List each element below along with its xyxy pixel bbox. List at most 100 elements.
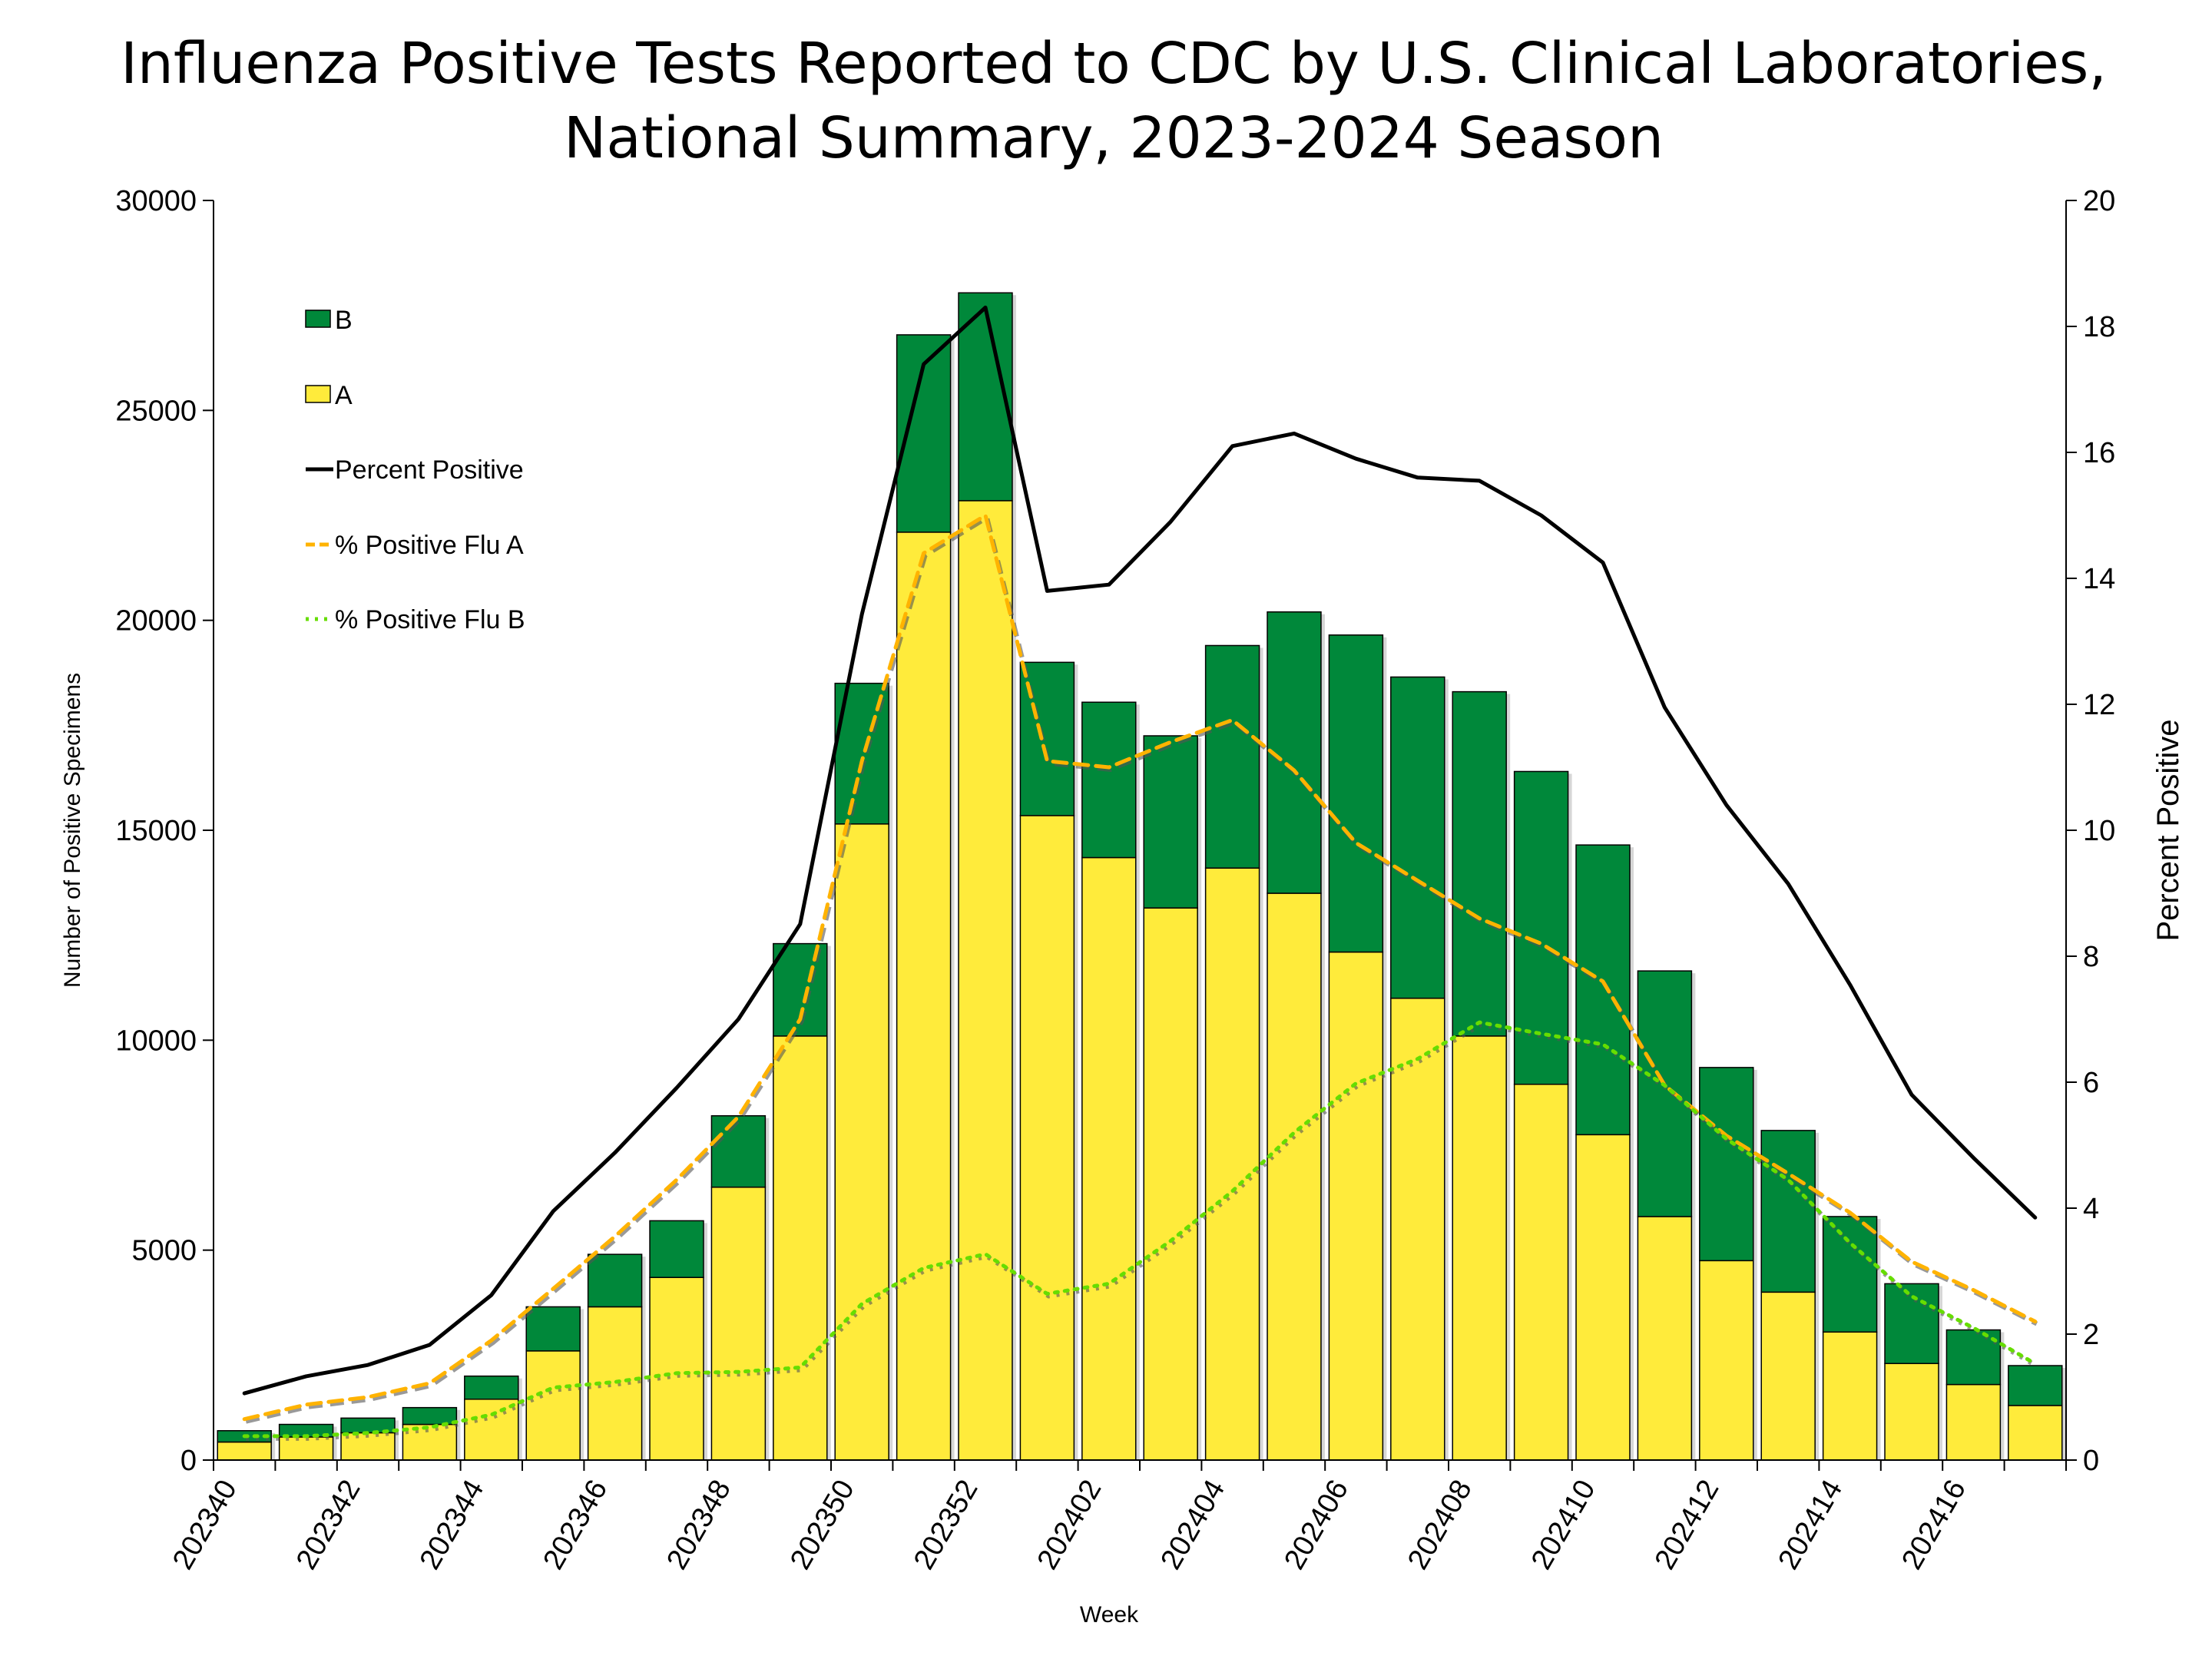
y2-tick-label: 8: [2083, 941, 2099, 973]
bar-a-202415: [1884, 1363, 1939, 1461]
x-axis-label: Week: [1080, 1602, 1139, 1628]
bar-a-202348: [710, 1186, 767, 1461]
bar-b-202417: [2008, 1365, 2063, 1406]
bar-b-202405: [1267, 611, 1322, 894]
legend-label: Percent Positive: [335, 455, 524, 485]
bar-a-202412: [1699, 1260, 1754, 1461]
bar-a-202352: [958, 500, 1013, 1461]
chart-title-line-2: National Summary, 2023-2024 Season: [564, 105, 1664, 171]
bar-b-202344: [464, 1375, 519, 1400]
bar-a-202407: [1390, 997, 1445, 1461]
bar-b-202343: [402, 1406, 458, 1426]
line-shadow: [246, 1022, 2038, 1441]
y-tick-label: 30000: [115, 185, 197, 217]
y2-tick-label: 16: [2083, 437, 2115, 469]
line-percent-positive: [242, 305, 2038, 1396]
bar-b-202415: [1884, 1283, 1939, 1365]
y2-tick-label: 18: [2083, 311, 2115, 343]
y-tick-label: 25000: [115, 395, 197, 427]
bar-b-202345: [525, 1306, 581, 1352]
bar-b-202403: [1143, 735, 1198, 909]
x-tick-label: 202348: [661, 1475, 737, 1575]
bar-a-202401: [1019, 815, 1075, 1461]
x-tick-label: 202340: [167, 1475, 243, 1575]
bar-b-202402: [1081, 701, 1137, 859]
legend-swatch-a: [305, 385, 331, 403]
bar-b-202414: [1822, 1216, 1878, 1333]
bar-b-202408: [1452, 690, 1507, 1037]
bar-a-202347: [649, 1277, 704, 1461]
line--positive-flu-b: [242, 1020, 2038, 1439]
x-tick-label: 202352: [908, 1475, 985, 1575]
bar-b-202407: [1390, 676, 1445, 999]
x-tick-label: 202402: [1031, 1475, 1108, 1575]
bar-b-202409: [1513, 770, 1569, 1085]
y2-tick-label: 10: [2083, 815, 2115, 847]
x-tick-label: 202404: [1154, 1475, 1231, 1575]
bar-a-202413: [1760, 1291, 1816, 1461]
bar-a-202414: [1822, 1331, 1878, 1461]
bar-a-202344: [464, 1398, 519, 1461]
lines: [242, 305, 2038, 1441]
line-shadow: [245, 514, 2038, 1424]
legend-label: % Positive Flu A: [335, 531, 524, 560]
x-tick-label: 202342: [290, 1475, 367, 1575]
legend-label: % Positive Flu B: [335, 605, 525, 634]
bar-b-202406: [1328, 634, 1384, 953]
bar-a-202416: [1945, 1383, 2002, 1461]
x-tick-label: 202350: [784, 1475, 861, 1575]
bar-b-202413: [1760, 1130, 1816, 1293]
bar-a-202404: [1204, 867, 1260, 1461]
bar-b-202346: [587, 1253, 643, 1308]
y-axis-label: Number of Positive Specimens: [60, 673, 85, 988]
y2-tick-label: 0: [2083, 1445, 2099, 1477]
bar-a-202343: [402, 1423, 458, 1461]
legend-label: A: [335, 381, 353, 410]
bar-a-202340: [217, 1441, 272, 1461]
y2-tick-label: 12: [2083, 689, 2115, 721]
x-tick-label: 202410: [1525, 1475, 1602, 1575]
bar-b-202410: [1575, 844, 1631, 1136]
chart-title-line-1: Influenza Positive Tests Reported to CDC…: [121, 31, 2107, 97]
bar-b-202347: [649, 1220, 704, 1278]
y-tick-label: 20000: [115, 605, 197, 637]
x-tick-label: 202416: [1896, 1475, 1972, 1575]
bar-a-202350: [834, 823, 889, 1461]
y-tick-label: 0: [180, 1445, 197, 1477]
bar-a-202411: [1637, 1216, 1693, 1461]
bar-a-202410: [1575, 1134, 1631, 1461]
line--positive-flu-a: [242, 513, 2038, 1422]
bar-a-202349: [773, 1035, 828, 1461]
y2-tick-label: 14: [2083, 563, 2115, 595]
x-tick-label: 202412: [1649, 1475, 1726, 1575]
y-tick-label: 10000: [115, 1025, 197, 1057]
x-tick-label: 202344: [414, 1475, 491, 1575]
bar-b-202348: [710, 1114, 767, 1188]
x-tick-label: 202414: [1772, 1475, 1849, 1575]
y2-axis-label: Percent Positive: [2151, 719, 2185, 941]
y-tick-label: 5000: [131, 1235, 197, 1267]
bar-a-202409: [1513, 1083, 1569, 1461]
bar-a-202406: [1328, 951, 1384, 1461]
bar-b-202412: [1699, 1067, 1754, 1262]
bar-b-202411: [1637, 970, 1693, 1217]
legend: B A Percent Positive % Positive Flu A % Posi…: [305, 306, 525, 634]
legend-label: B: [335, 306, 353, 335]
x-tick-label: 202408: [1402, 1475, 1479, 1575]
legend-swatch-b: [305, 310, 331, 328]
bar-a-202408: [1452, 1035, 1507, 1461]
bar-a-202341: [278, 1436, 334, 1461]
bar-a-202351: [896, 531, 952, 1461]
y2-tick-label: 20: [2083, 185, 2115, 217]
y2-tick-label: 4: [2083, 1193, 2099, 1225]
y2-tick-label: 6: [2083, 1067, 2099, 1099]
y-tick-label: 15000: [115, 815, 197, 847]
y2-tick-label: 2: [2083, 1319, 2099, 1351]
bar-a-202402: [1081, 856, 1137, 1461]
bar-b-202404: [1204, 644, 1260, 869]
bar-a-202345: [525, 1350, 581, 1461]
bar-a-202403: [1143, 907, 1198, 1461]
bar-a-202405: [1267, 892, 1322, 1461]
x-tick-label: 202406: [1278, 1475, 1355, 1575]
